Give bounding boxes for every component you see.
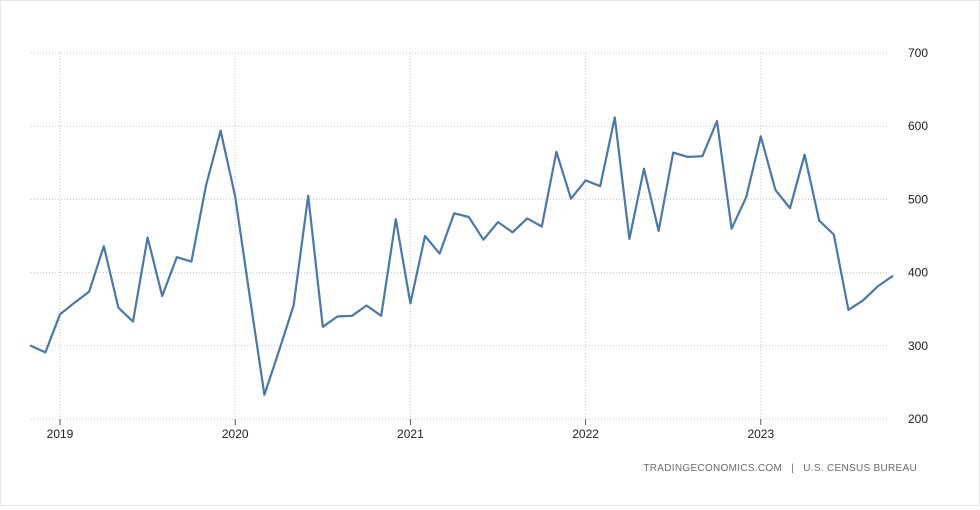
data-point bbox=[29, 344, 33, 348]
x-tick-label: 2022 bbox=[572, 427, 599, 441]
data-point bbox=[876, 285, 880, 289]
y-tick-label: 400 bbox=[908, 266, 928, 280]
data-point bbox=[175, 255, 179, 259]
data-point bbox=[584, 178, 588, 182]
data-point bbox=[102, 244, 106, 248]
data-point bbox=[832, 233, 836, 237]
data-point bbox=[321, 325, 325, 329]
data-point bbox=[700, 154, 704, 158]
x-tick-label: 2020 bbox=[222, 427, 249, 441]
data-point bbox=[394, 217, 398, 221]
data-point bbox=[759, 134, 763, 138]
y-tick-label: 600 bbox=[908, 119, 928, 133]
y-tick-label: 300 bbox=[908, 339, 928, 353]
data-point bbox=[569, 197, 573, 201]
data-point bbox=[43, 350, 47, 354]
data-point bbox=[438, 252, 442, 256]
data-point bbox=[452, 211, 456, 215]
data-point bbox=[204, 183, 208, 187]
data-point bbox=[423, 234, 427, 238]
series-layer bbox=[29, 115, 894, 397]
data-point bbox=[350, 314, 354, 318]
data-point bbox=[335, 315, 339, 319]
data-point bbox=[846, 308, 850, 312]
data-point bbox=[525, 216, 529, 220]
source-attribution: TRADINGECONOMICS.COM | U.S. CENSUS BUREA… bbox=[643, 463, 917, 474]
source-agency: U.S. CENSUS BUREAU bbox=[803, 463, 917, 474]
data-point bbox=[189, 260, 193, 264]
data-point bbox=[890, 274, 894, 278]
x-tick-label: 2021 bbox=[397, 427, 424, 441]
data-point bbox=[613, 115, 617, 119]
data-point bbox=[146, 235, 150, 239]
data-point bbox=[365, 304, 369, 308]
series-line bbox=[29, 116, 894, 396]
data-point bbox=[803, 153, 807, 157]
data-point bbox=[219, 129, 223, 133]
data-point bbox=[744, 195, 748, 199]
data-point bbox=[233, 194, 237, 198]
data-point bbox=[657, 229, 661, 233]
source-separator: | bbox=[791, 463, 795, 474]
data-point bbox=[686, 155, 690, 159]
data-point bbox=[306, 194, 310, 198]
y-tick-label: 500 bbox=[908, 192, 928, 206]
x-tick-label: 2023 bbox=[747, 427, 774, 441]
data-point bbox=[715, 119, 719, 123]
data-point bbox=[730, 227, 734, 231]
data-point bbox=[540, 224, 544, 228]
data-point bbox=[511, 230, 515, 234]
y-tick-label: 200 bbox=[908, 412, 928, 426]
data-point bbox=[116, 306, 120, 310]
data-point bbox=[262, 393, 266, 397]
data-point bbox=[248, 295, 252, 299]
data-point bbox=[277, 349, 281, 353]
data-point bbox=[481, 238, 485, 242]
grid bbox=[31, 52, 889, 420]
data-point bbox=[598, 184, 602, 188]
data-point bbox=[292, 304, 296, 308]
data-point bbox=[87, 290, 91, 294]
data-point bbox=[788, 206, 792, 210]
data-point bbox=[861, 298, 865, 302]
data-point bbox=[160, 294, 164, 298]
data-point bbox=[817, 219, 821, 223]
data-point bbox=[58, 312, 62, 316]
data-point bbox=[671, 151, 675, 155]
data-point bbox=[131, 320, 135, 324]
data-point bbox=[467, 215, 471, 219]
data-point bbox=[496, 220, 500, 224]
y-tick-label: 700 bbox=[908, 46, 928, 60]
data-point bbox=[408, 301, 412, 305]
data-point bbox=[554, 150, 558, 154]
data-point bbox=[627, 237, 631, 241]
data-point bbox=[379, 314, 383, 318]
data-point bbox=[642, 167, 646, 171]
axes: 200 300 400 500 600 700 2019 2020 2021 2022 2023 bbox=[47, 46, 929, 441]
x-tick-label: 2019 bbox=[47, 427, 74, 441]
data-point bbox=[773, 188, 777, 192]
data-point bbox=[73, 301, 77, 305]
source-site: TRADINGECONOMICS.COM bbox=[643, 463, 783, 474]
